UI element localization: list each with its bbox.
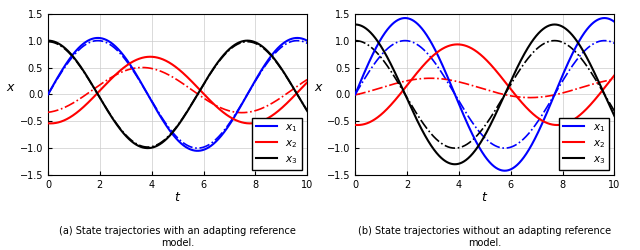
- $x_3$: [603, 98, 611, 102]
- $x_1$: [501, 169, 509, 172]
- Line: $x_1$: $x_1$: [48, 38, 307, 151]
- $x_3$: [451, 163, 459, 166]
- $x_1$: [470, 137, 478, 140]
- $x_1$: [296, 36, 303, 40]
- $x_1$: [351, 93, 359, 96]
- $x_3$: [556, 24, 563, 27]
- $x_2$: [58, 120, 65, 123]
- $x_1$: [477, 149, 485, 152]
- $x_2$: [553, 124, 561, 126]
- $x_3$: [303, 110, 311, 112]
- $x_3$: [296, 97, 303, 100]
- $x_2$: [454, 43, 461, 46]
- $x_2$: [365, 121, 372, 124]
- $x_3$: [163, 137, 171, 140]
- Y-axis label: $x$: $x$: [6, 82, 16, 94]
- Line: $x_2$: $x_2$: [355, 44, 614, 125]
- $x_2$: [296, 88, 304, 92]
- $x_2$: [246, 122, 253, 125]
- $x_1$: [556, 81, 563, 84]
- $x_2$: [470, 48, 478, 51]
- $x_3$: [477, 140, 485, 143]
- $x_3$: [365, 29, 372, 32]
- $x_1$: [248, 84, 256, 87]
- $x_1$: [611, 20, 618, 23]
- $x_1$: [293, 36, 301, 40]
- $x_3$: [248, 40, 256, 43]
- $x_1$: [194, 149, 202, 152]
- Line: $x_2$: $x_2$: [48, 57, 307, 124]
- $x_3$: [611, 114, 618, 117]
- Text: (b) State trajectories without an adapting reference
model.: (b) State trajectories without an adapti…: [358, 226, 611, 248]
- $x_3$: [144, 146, 152, 150]
- $x_1$: [58, 70, 65, 73]
- $x_3$: [470, 150, 478, 153]
- $x_2$: [147, 55, 154, 58]
- $x_1$: [170, 134, 178, 138]
- Line: $x_1$: $x_1$: [355, 18, 614, 171]
- $x_1$: [296, 37, 304, 40]
- $x_3$: [44, 39, 52, 42]
- $x_2$: [477, 54, 485, 57]
- $x_2$: [248, 122, 256, 125]
- $x_1$: [44, 93, 52, 96]
- Legend: $x_1$, $x_2$, $x_3$: $x_1$, $x_2$, $x_3$: [559, 118, 609, 170]
- Line: $x_3$: $x_3$: [355, 24, 614, 164]
- $x_2$: [163, 60, 171, 63]
- $x_2$: [603, 83, 611, 86]
- $x_1$: [303, 39, 311, 42]
- Line: $x_3$: $x_3$: [48, 40, 307, 148]
- $x_2$: [296, 88, 303, 92]
- X-axis label: $t$: $t$: [174, 191, 181, 204]
- $x_2$: [170, 64, 178, 67]
- $x_2$: [303, 81, 311, 84]
- $x_2$: [351, 124, 359, 126]
- $x_1$: [163, 125, 171, 128]
- $x_1$: [603, 17, 611, 20]
- $x_3$: [58, 44, 65, 47]
- $x_3$: [296, 97, 303, 100]
- $x_3$: [170, 129, 178, 132]
- $x_2$: [556, 124, 563, 126]
- $x_1$: [600, 16, 608, 20]
- $x_1$: [604, 17, 611, 20]
- $x_3$: [351, 23, 359, 26]
- $x_2$: [44, 122, 52, 125]
- $x_3$: [603, 98, 611, 101]
- Text: (a) State trajectories with an adapting reference
model.: (a) State trajectories with an adapting …: [59, 226, 296, 248]
- X-axis label: $t$: $t$: [481, 191, 488, 204]
- $x_2$: [604, 83, 611, 86]
- $x_1$: [365, 62, 372, 65]
- Legend: $x_1$, $x_2$, $x_3$: $x_1$, $x_2$, $x_3$: [252, 118, 302, 170]
- $x_2$: [611, 74, 618, 77]
- Y-axis label: $x$: $x$: [314, 82, 323, 94]
